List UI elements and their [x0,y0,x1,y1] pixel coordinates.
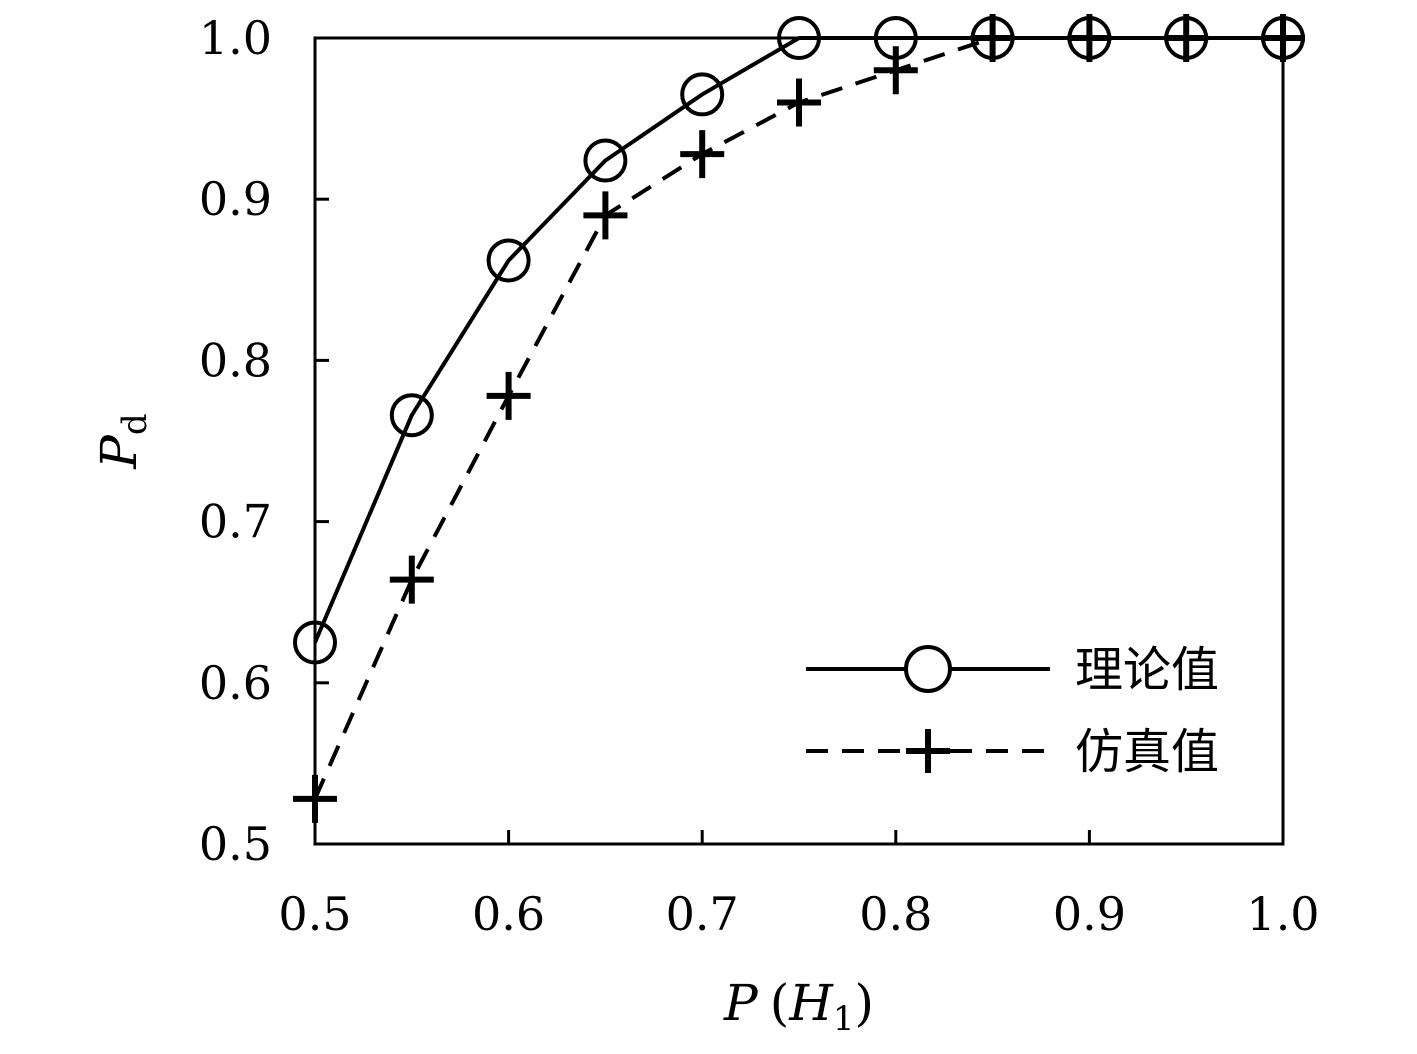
x-tick-label: 0.9 [1053,887,1126,941]
theory-point [486,238,531,283]
theory-point [389,393,434,438]
y-tick-label: 0.9 [199,172,272,226]
legend-label-sim: 仿真值 [1075,724,1219,780]
legend-label-theory: 理论值 [1075,642,1219,698]
x-axis-label: P (H1) [723,974,874,1039]
x-tick-label: 1.0 [1246,887,1319,941]
legend: 理论值 仿真值 [806,642,1219,780]
legend-marker-sim [906,729,950,773]
sim-point [583,191,628,240]
x-tick-label: 0.5 [278,887,351,941]
sim-point [777,78,821,127]
y-tick-label: 0.7 [199,495,272,549]
theory-point [583,138,628,183]
plot-frame [313,36,1285,846]
sim-point [389,555,434,604]
sim-point [486,371,531,420]
theory-point [680,72,725,117]
x-tick-label: 0.7 [666,887,739,941]
sim-point [680,130,725,179]
y-tick-label: 0.8 [199,333,272,387]
legend-marker-theory [904,645,952,693]
y-axis-label: Pd [90,413,155,469]
sim-point [873,46,918,95]
x-tick-label: 0.6 [472,887,545,941]
y-tick-label: 0.6 [199,656,272,710]
x-tick-label: 0.8 [859,887,932,941]
series-line-theory [313,36,1283,644]
y-tick-label: 0.5 [199,817,272,871]
y-tick-label: 1.0 [199,11,272,65]
